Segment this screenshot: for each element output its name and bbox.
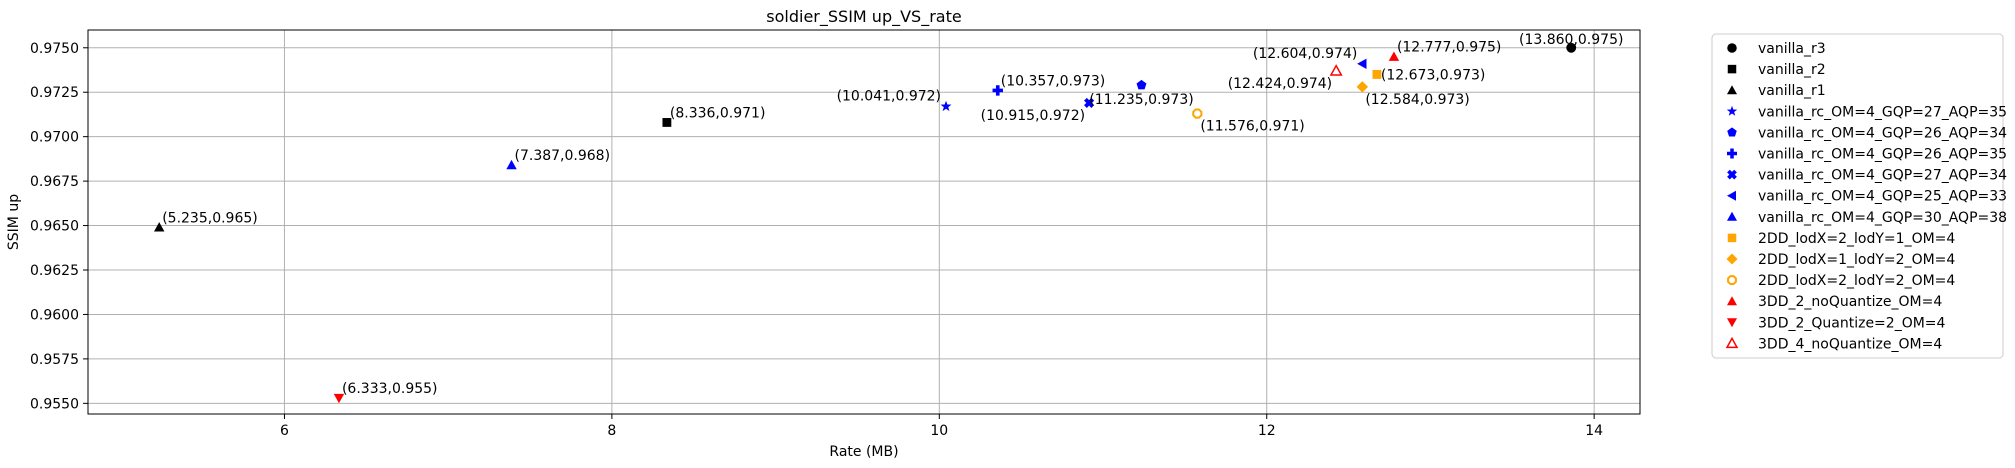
y-tick-label: 0.9650 xyxy=(30,219,79,235)
data-point-3dd-2-noquantize-om-4 xyxy=(1388,51,1400,61)
data-label: (12.777,0.975) xyxy=(1397,40,1501,56)
data-labels: (13.860,0.975) (8.336,0.971) (5.235,0.965)… xyxy=(162,32,1623,397)
legend-label: vanilla_rc_OM=4_GQP=27_AQP=34 xyxy=(1758,168,2007,184)
legend-label: vanilla_r1 xyxy=(1758,83,1826,99)
y-axis-label: SSIM up xyxy=(6,194,22,250)
data-point-vanilla-rc-om-4-gqp-27-aqp-34 xyxy=(1084,97,1095,108)
legend-marker xyxy=(1726,253,1738,265)
data-label: (7.387,0.968) xyxy=(515,148,611,164)
legend-label: 3DD_4_noQuantize_OM=4 xyxy=(1758,336,1942,352)
legend-label: 2DD_lodX=2_lodY=1_OM=4 xyxy=(1758,231,1955,247)
data-label: (12.673,0.973) xyxy=(1381,67,1485,83)
y-tick-label: 0.9550 xyxy=(30,396,79,412)
legend-label: 2DD_lodX=2_lodY=2_OM=4 xyxy=(1758,273,1955,289)
data-point-vanilla-r1 xyxy=(154,222,165,232)
legend-label: vanilla_rc_OM=4_GQP=30_AQP=38 xyxy=(1758,210,2007,226)
x-marker-shape xyxy=(1084,97,1095,108)
legend-label: vanilla_rc_OM=4_GQP=26_AQP=35 xyxy=(1758,147,2007,163)
data-point-2dd-lodx-1-lody-2-om-4 xyxy=(1356,81,1369,93)
legend-marker xyxy=(1727,127,1737,137)
legend-marker xyxy=(1727,169,1737,180)
data-point-vanilla-r2 xyxy=(662,118,672,127)
axes: 6 8 10 12 14 0.9550 0.9575 0.9600 0.9625 0.9650 0.… xyxy=(30,41,1603,439)
legend-label: 3DD_2_Quantize=2_OM=4 xyxy=(1758,315,1946,331)
legend-label: 2DD_lodX=1_lodY=2_OM=4 xyxy=(1758,252,1955,268)
data-label: (13.860,0.975) xyxy=(1519,32,1623,48)
legend-label: vanilla_r2 xyxy=(1758,62,1826,78)
x-tick-label: 8 xyxy=(607,423,616,439)
data-point-3dd-4-noquantize-om-4 xyxy=(1329,64,1343,76)
data-label: (10.041,0.972) xyxy=(837,88,941,104)
data-label: (6.333,0.955) xyxy=(342,381,438,397)
data-label: (5.235,0.965) xyxy=(162,210,258,226)
data-label: (12.584,0.973) xyxy=(1365,92,1469,108)
data-label: (12.424,0.974) xyxy=(1228,76,1332,92)
legend-marker xyxy=(1726,105,1738,116)
data-label: (8.336,0.971) xyxy=(670,105,766,121)
legend-marker xyxy=(1727,85,1737,95)
legend-marker xyxy=(1727,318,1737,328)
legend-label: 3DD_2_noQuantize_OM=4 xyxy=(1758,294,1942,310)
legend-marker xyxy=(1727,43,1737,53)
data-point-vanilla-r3 xyxy=(1566,42,1577,53)
legend-label: vanilla_rc_OM=4_GQP=26_AQP=34 xyxy=(1758,125,2007,141)
legend-marker xyxy=(1727,296,1737,306)
legend-label: vanilla_rc_OM=4_GQP=27_AQP=35 xyxy=(1758,104,2007,120)
legend-marker xyxy=(1727,64,1737,74)
legend-label: vanilla_rc_OM=4_GQP=25_AQP=33 xyxy=(1758,189,2007,205)
data-point-vanilla-rc-om-4-gqp-26-aqp-35 xyxy=(992,85,1003,96)
legend-label: vanilla_r3 xyxy=(1758,41,1826,57)
data-point-3dd-2-quantize-2-om-4 xyxy=(333,393,345,404)
legend-marker xyxy=(1727,233,1737,243)
y-tick-label: 0.9625 xyxy=(30,263,79,279)
x-axis-label: Rate (MB) xyxy=(829,444,898,460)
x-marker-shape xyxy=(1727,169,1737,180)
data-label: (12.604,0.974) xyxy=(1253,46,1357,62)
legend-marker xyxy=(1727,148,1737,159)
legend-marker xyxy=(1727,211,1737,221)
data-points xyxy=(154,42,1577,404)
grid-lines xyxy=(88,30,1640,414)
x-tick-label: 10 xyxy=(930,423,948,439)
y-tick-label: 0.9700 xyxy=(30,130,79,146)
data-point-vanilla-rc-om-4-gqp-25-aqp-33 xyxy=(1357,58,1367,69)
data-label: (10.357,0.973) xyxy=(1001,73,1105,89)
y-tick-label: 0.9750 xyxy=(30,41,79,57)
data-point-2dd-lodx-2-lody-2-om-4 xyxy=(1192,108,1203,119)
y-tick-label: 0.9575 xyxy=(30,352,79,368)
data-point-vanilla-rc-om-4-gqp-26-aqp-34 xyxy=(1136,79,1147,90)
x-tick-label: 12 xyxy=(1258,423,1276,439)
y-tick-label: 0.9675 xyxy=(30,174,79,190)
plot-frame xyxy=(87,29,1641,415)
legend-marker xyxy=(1727,190,1736,201)
x-tick-label: 14 xyxy=(1585,423,1603,439)
data-point-2dd-lodx-2-lody-1-om-4 xyxy=(1372,70,1382,79)
legend-box xyxy=(1711,33,2004,359)
y-tick-label: 0.9600 xyxy=(30,307,79,323)
legend-marker xyxy=(1725,336,1739,349)
data-point-vanilla-rc-om-4-gqp-27-aqp-35 xyxy=(940,100,952,112)
data-point-vanilla-rc-om-4-gqp-30-aqp-38 xyxy=(506,159,517,170)
data-label: (11.576,0.971) xyxy=(1200,119,1304,135)
x-tick-label: 6 xyxy=(280,423,289,439)
data-label: (11.235,0.973) xyxy=(1089,92,1193,108)
y-tick-label: 0.9725 xyxy=(30,85,79,101)
chart-title: soldier_SSIM up_VS_rate xyxy=(766,7,961,27)
legend-marker xyxy=(1727,275,1737,286)
data-label: (10.915,0.972) xyxy=(981,108,1085,124)
legend: vanilla_r3 vanilla_r2 vanilla_r1 vanilla_rc… xyxy=(1711,33,2007,359)
